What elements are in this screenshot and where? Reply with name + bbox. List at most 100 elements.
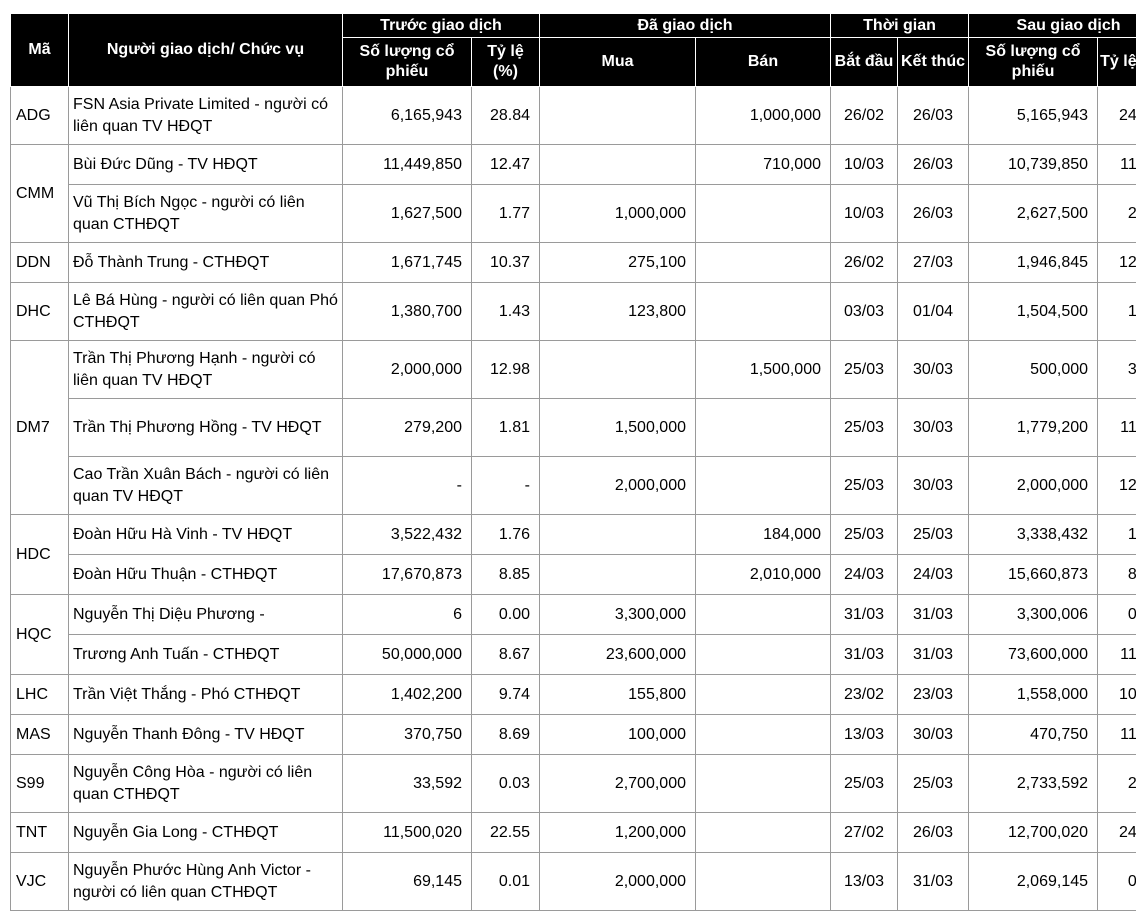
- after-pct-cell: 3.25: [1097, 340, 1136, 399]
- after-pct-cell: 0.35: [1097, 852, 1136, 911]
- before-qty-cell: 3,522,432: [342, 514, 472, 555]
- after-pct-cell: 8.75: [1097, 554, 1136, 595]
- after-pct-cell: 10.82: [1097, 674, 1136, 715]
- after-pct-cell: 1.56: [1097, 282, 1136, 341]
- start-date-cell: 31/03: [830, 594, 898, 635]
- buy-cell: [539, 340, 696, 399]
- table-row: DHC Lê Bá Hùng - người có liên quan Phó C…: [10, 282, 1136, 341]
- after-pct-cell: 11.03: [1097, 714, 1136, 755]
- table-row: Trương Anh Tuấn - CTHĐQT 50,000,000 8.67 23…: [11, 634, 1136, 675]
- before-pct-cell: 1.76: [471, 514, 540, 555]
- before-qty-cell: 279,200: [342, 398, 472, 457]
- end-date-cell: 27/03: [896, 242, 970, 283]
- person-role-cell: Trần Thị Phương Hồng - TV HĐQT: [68, 398, 343, 457]
- end-date-cell: 26/03: [896, 184, 970, 243]
- after-pct-cell: 11.70: [1097, 144, 1136, 185]
- before-qty-cell: 370,750: [342, 714, 472, 755]
- before-pct-cell: 12.98: [471, 340, 540, 399]
- stock-code-cell: DHC: [10, 282, 69, 341]
- buy-cell: 2,700,000: [539, 754, 696, 813]
- end-date-cell: 30/03: [896, 456, 970, 515]
- after-qty-cell: 2,627,500: [968, 184, 1099, 243]
- before-pct-cell: 12.47: [471, 144, 540, 185]
- after-pct-cell: 1.67: [1097, 514, 1136, 555]
- before-qty-cell: 11,500,020: [342, 812, 472, 853]
- end-date-cell: 26/03: [896, 144, 970, 185]
- before-qty-cell: 33,592: [342, 754, 472, 813]
- person-role-cell: FSN Asia Private Limited - người có liên…: [68, 86, 343, 145]
- after-qty-cell: 12,700,020: [968, 812, 1099, 853]
- table-row: TNT Nguyễn Gia Long - CTHĐQT 11,500,020 22.…: [10, 812, 1136, 853]
- before-qty-cell: 50,000,000: [342, 634, 472, 675]
- buy-cell: 1,200,000: [539, 812, 696, 853]
- end-date-cell: 25/03: [896, 754, 970, 813]
- header-after-pct: Tỷ lệ (%): [1097, 37, 1136, 87]
- after-pct-cell: 0.57: [1097, 594, 1136, 635]
- header-buy: Mua: [539, 37, 696, 87]
- table-row: VJC Nguyễn Phước Hùng Anh Victor - người …: [10, 852, 1136, 911]
- buy-cell: 155,800: [539, 674, 696, 715]
- buy-cell: [539, 144, 696, 185]
- table-row: Đoàn Hữu Thuận - CTHĐQT 17,670,873 8.85 2,0…: [11, 554, 1136, 595]
- before-pct-cell: 9.74: [471, 674, 540, 715]
- after-pct-cell: 2.44: [1097, 754, 1136, 813]
- start-date-cell: 03/03: [830, 282, 898, 341]
- header-code: Mã: [10, 13, 69, 87]
- after-qty-cell: 10,739,850: [968, 144, 1099, 185]
- table-header: Mã Người giao dịch/ Chức vụ Trước giao d…: [10, 13, 1136, 87]
- stock-code-cell: CMM: [10, 144, 69, 243]
- after-qty-cell: 2,069,145: [968, 852, 1099, 911]
- table-row: Vũ Thị Bích Ngọc - người có liên quan CT…: [11, 184, 1136, 243]
- person-role-cell: Lê Bá Hùng - người có liên quan Phó CTHĐ…: [68, 282, 343, 341]
- after-qty-cell: 1,779,200: [968, 398, 1099, 457]
- sell-cell: [695, 282, 831, 341]
- header-after-qty: Số lượng cổ phiếu: [968, 37, 1099, 87]
- buy-cell: 2,000,000: [539, 456, 696, 515]
- table-row: DM7 Trần Thị Phương Hạnh - người có liên …: [10, 340, 1136, 515]
- buy-cell: [539, 554, 696, 595]
- before-qty-cell: 11,449,850: [342, 144, 472, 185]
- person-role-cell: Vũ Thị Bích Ngọc - người có liên quan CT…: [68, 184, 343, 243]
- before-qty-cell: 1,671,745: [342, 242, 472, 283]
- stock-code-cell: HDC: [10, 514, 69, 595]
- before-pct-cell: 1.43: [471, 282, 540, 341]
- header-before: Trước giao dịch: [342, 13, 540, 38]
- end-date-cell: 31/03: [896, 852, 970, 911]
- before-pct-cell: 10.37: [471, 242, 540, 283]
- header-before-qty: Số lượng cổ phiếu: [342, 37, 472, 87]
- sell-cell: 710,000: [695, 144, 831, 185]
- person-role-cell: Đoàn Hữu Hà Vinh - TV HĐQT: [68, 514, 343, 555]
- start-date-cell: 25/03: [830, 340, 898, 399]
- before-pct-cell: 0.00: [471, 594, 540, 635]
- stock-code-cell: LHC: [10, 674, 69, 715]
- before-pct-cell: 1.77: [471, 184, 540, 243]
- stock-code-cell: DM7: [10, 340, 69, 515]
- person-role-cell: Trần Thị Phương Hạnh - người có liên qua…: [68, 340, 343, 399]
- start-date-cell: 26/02: [830, 242, 898, 283]
- before-qty-cell: 17,670,873: [342, 554, 472, 595]
- start-date-cell: 13/03: [830, 714, 898, 755]
- person-role-cell: Đoàn Hữu Thuận - CTHĐQT: [68, 554, 343, 595]
- buy-cell: 100,000: [539, 714, 696, 755]
- after-qty-cell: 1,558,000: [968, 674, 1099, 715]
- after-pct-cell: 24.16: [1097, 86, 1136, 145]
- sell-cell: [695, 398, 831, 457]
- sell-cell: [695, 184, 831, 243]
- start-date-cell: 31/03: [830, 634, 898, 675]
- after-pct-cell: 24.90: [1097, 812, 1136, 853]
- sell-cell: [695, 852, 831, 911]
- before-qty-cell: 6: [342, 594, 472, 635]
- start-date-cell: 25/03: [830, 754, 898, 813]
- end-date-cell: 24/03: [896, 554, 970, 595]
- header-sell: Bán: [695, 37, 831, 87]
- sell-cell: 2,010,000: [695, 554, 831, 595]
- end-date-cell: 01/04: [896, 282, 970, 341]
- start-date-cell: 13/03: [830, 852, 898, 911]
- before-pct-cell: 8.67: [471, 634, 540, 675]
- before-qty-cell: 6,165,943: [342, 86, 472, 145]
- buy-cell: [539, 514, 696, 555]
- person-role-cell: Bùi Đức Dũng - TV HĐQT: [68, 144, 343, 185]
- person-role-cell: Trần Việt Thắng - Phó CTHĐQT: [68, 674, 343, 715]
- end-date-cell: 30/03: [896, 398, 970, 457]
- end-date-cell: 30/03: [896, 714, 970, 755]
